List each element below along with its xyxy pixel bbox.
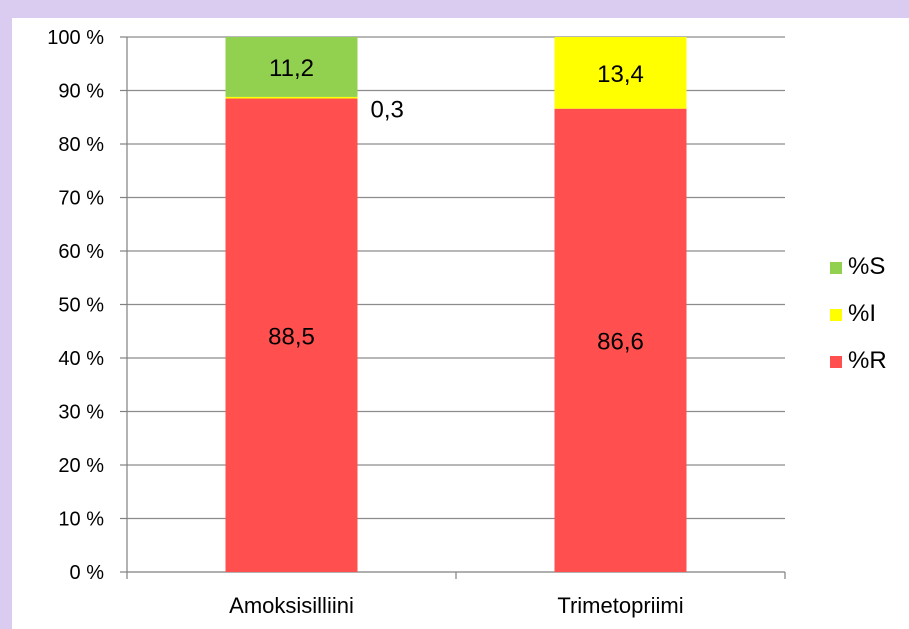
bar-segment-r	[554, 108, 687, 572]
data-label: 13,4	[597, 61, 644, 88]
legend-label: %S	[848, 253, 885, 280]
y-tick-label: 30 %	[58, 402, 104, 424]
x-category-label: Trimetopriimi	[557, 593, 683, 618]
y-tick-label: 10 %	[58, 509, 104, 531]
y-tick-label: 70 %	[58, 188, 104, 210]
data-label: 11,2	[269, 55, 314, 82]
bar-segment-r	[225, 98, 358, 573]
legend-swatch	[830, 309, 842, 321]
data-label: 86,6	[597, 328, 644, 355]
legend-swatch	[830, 262, 842, 274]
y-tick-label: 50 %	[58, 295, 104, 317]
legend-label: %I	[848, 300, 876, 327]
data-label: 88,5	[268, 323, 315, 350]
legend-label: %R	[848, 347, 887, 374]
y-tick-label: 20 %	[58, 455, 104, 477]
bar-segment-i	[225, 96, 358, 99]
y-tick-label: 100 %	[47, 27, 104, 49]
y-tick-label: 90 %	[58, 81, 104, 103]
y-tick-label: 0 %	[70, 562, 105, 584]
legend-swatch	[830, 356, 842, 368]
x-category-label: Amoksisilliini	[229, 593, 354, 618]
y-tick-label: 80 %	[58, 134, 104, 156]
y-tick-label: 60 %	[58, 241, 104, 263]
bar-segment-i	[554, 37, 687, 109]
chart-panel	[12, 18, 909, 629]
data-label: 0,3	[371, 97, 404, 124]
y-tick-label: 40 %	[58, 348, 104, 370]
bar-segment-s	[225, 37, 358, 97]
